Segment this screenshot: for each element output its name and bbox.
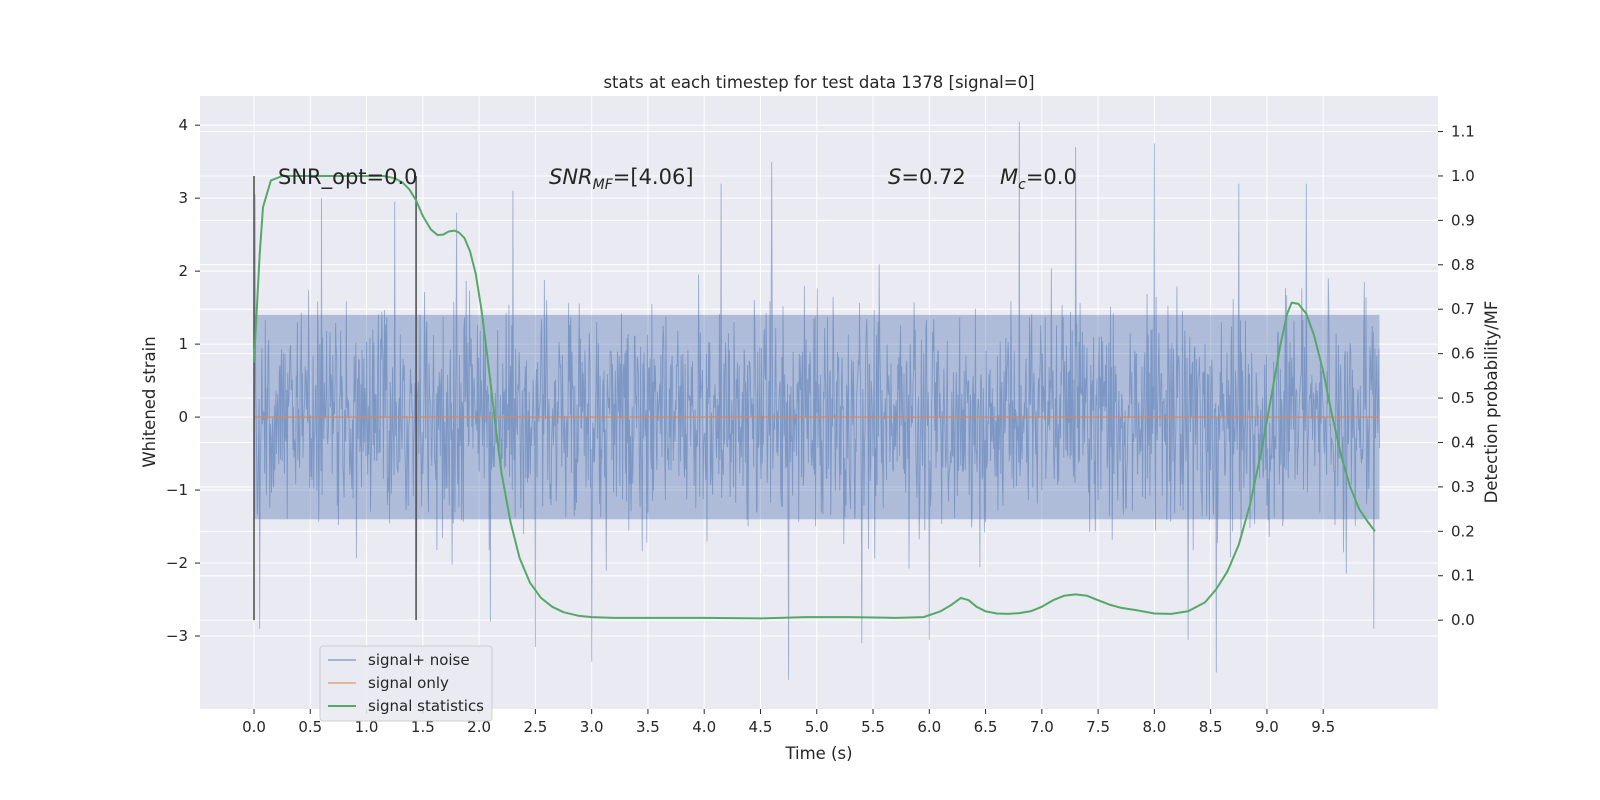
legend-box <box>319 645 493 722</box>
x-tick-label: 6.0 <box>917 718 941 736</box>
y-tick-label: 2 <box>178 262 188 280</box>
x-tick-label: 4.5 <box>749 718 773 736</box>
x-tick-label: 7.0 <box>1030 718 1054 736</box>
legend-label-signal-statistics: signal statistics <box>368 697 484 715</box>
y-tick-label: 0 <box>178 408 188 426</box>
x-axis-label: Time (s) <box>784 744 852 763</box>
y-axis-right-label: Detection probability/MF <box>1482 301 1501 504</box>
y-right-tick-label: 0.6 <box>1451 345 1475 363</box>
y-tick-label: 4 <box>178 116 188 134</box>
y-right-tick-label: 0.4 <box>1451 433 1475 451</box>
signal-plus-noise-line <box>253 121 1380 680</box>
x-tick-label: 0.5 <box>298 718 322 736</box>
y-right-tick-label: 0.5 <box>1451 389 1475 407</box>
x-tick-label: 5.5 <box>861 718 885 736</box>
y-tick-label: −1 <box>166 481 188 499</box>
signal-statistics-line <box>253 175 1376 620</box>
x-tick-label: 4.0 <box>692 718 716 736</box>
snr-opt-annotation: SNR_opt=0.0 <box>278 165 418 190</box>
mc-value: =0.0 <box>1026 165 1077 189</box>
mc-subscript: c <box>1018 177 1026 193</box>
y-right-tick-label: 0.7 <box>1451 300 1475 318</box>
x-tick-label: 3.0 <box>580 718 604 736</box>
y-tick-label: 1 <box>178 335 188 353</box>
y-tick-label: −3 <box>166 627 188 645</box>
x-tick-label: 9.5 <box>1311 718 1335 736</box>
y-right-tick-label: 0.2 <box>1451 522 1475 540</box>
x-axis: 0.0 0.5 1.0 1.5 2.0 2.5 3.0 3.5 4.0 4.5 5.0 5.5 6.0 6… <box>242 709 1335 736</box>
snr-mf-subscript: MF <box>593 177 614 193</box>
x-tick-label: 1.0 <box>355 718 379 736</box>
snr-mf-value: =[4.06] <box>613 165 694 189</box>
x-tick-label: 8.5 <box>1199 718 1223 736</box>
mc-annotation: Mc=0.0 <box>1000 165 1077 193</box>
y-right-tick-label: 0.9 <box>1451 211 1475 229</box>
x-tick-label: 3.5 <box>636 718 660 736</box>
x-tick-label: 0.0 <box>242 718 266 736</box>
x-tick-label: 5.0 <box>805 718 829 736</box>
y-right-tick-label: 1.1 <box>1451 123 1475 141</box>
signal-statistics-series <box>253 175 1376 620</box>
x-tick-label: 8.0 <box>1142 718 1166 736</box>
chart-title: stats at each timestep for test data 137… <box>603 73 1034 92</box>
y-right-tick-label: 1.0 <box>1451 167 1475 185</box>
y-right-tick-label: 0.3 <box>1451 478 1475 496</box>
x-tick-label: 9.0 <box>1255 718 1279 736</box>
y-axis-left: 4 3 2 1 0 −1 −2 −3 <box>166 116 200 645</box>
x-tick-label: 2.5 <box>523 718 547 736</box>
legend-label-signal-only: signal only <box>368 674 449 692</box>
x-tick-label: 1.5 <box>411 718 435 736</box>
y-axis-right: 1.1 1.0 0.9 0.8 0.7 0.6 0.5 0.4 0.3 0.2 0.1 0.0 <box>1438 123 1475 629</box>
x-tick-label: 6.5 <box>974 718 998 736</box>
y-right-tick-label: 0.1 <box>1451 567 1475 585</box>
y-tick-label: −2 <box>166 554 188 572</box>
x-tick-label: 7.5 <box>1086 718 1110 736</box>
s-value: =0.72 <box>901 165 965 189</box>
y-axis-label: Whitened strain <box>140 336 159 467</box>
y-tick-label: 3 <box>178 189 188 207</box>
vertical-markers <box>253 175 417 621</box>
s-annotation: S=0.72 <box>888 165 966 189</box>
mc-symbol: M <box>1000 165 1018 189</box>
snr-mf-annotation: SNRMF=[4.06] <box>549 165 694 193</box>
y-right-tick-label: 0.0 <box>1451 611 1475 629</box>
legend: signal+ noise signal only signal statist… <box>319 645 493 722</box>
s-symbol: S <box>888 165 901 189</box>
x-tick-label: 2.0 <box>467 718 491 736</box>
snr-mf-symbol: SNR <box>549 165 593 189</box>
legend-label-signal-plus-noise: signal+ noise <box>368 651 470 669</box>
y-right-tick-label: 0.8 <box>1451 256 1475 274</box>
